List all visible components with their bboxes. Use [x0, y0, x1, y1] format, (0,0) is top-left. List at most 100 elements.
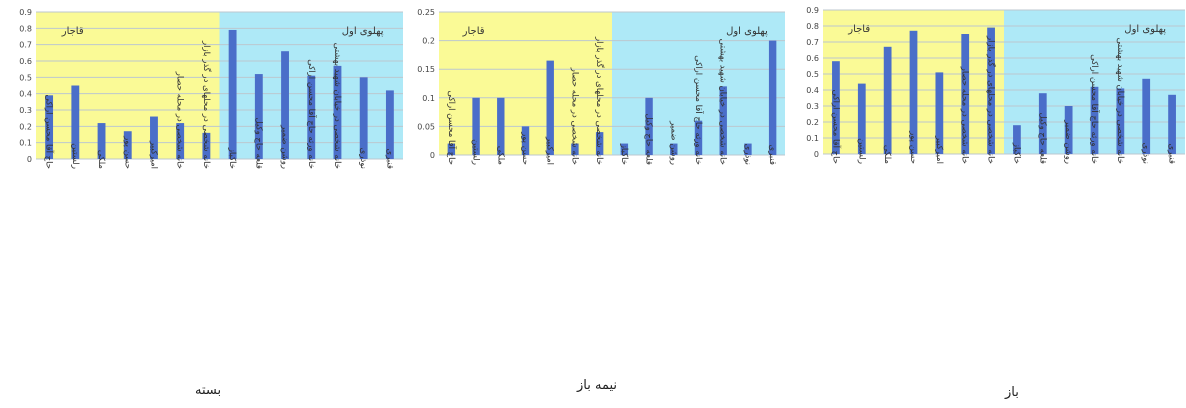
x-category-label: نوذری: [358, 148, 368, 169]
bar: [202, 132, 211, 159]
x-category-label: خانه ورثه حاج آقا محسن اراکی: [306, 59, 318, 169]
region-label-qajar: قاجار: [847, 24, 870, 35]
bar: [883, 46, 892, 154]
chart-semi-open-svg: 0 0.05 0.1 0.15 0.2 0.25 قاجار پهلوی اول حاج آقا…: [417, 8, 785, 165]
chart-open-svg: 0 0.1 0.2 0.3 0.4 0.5 0.6 0.7 0.8 0.9 قاجار پهلوی ا…: [806, 6, 1185, 164]
bar: [385, 90, 394, 159]
region-label-qajar: قاجار: [61, 26, 84, 37]
bar: [497, 97, 505, 155]
y-tick-label: 0.4: [806, 86, 819, 95]
x-category-label: خاکباز: [1011, 142, 1021, 164]
y-tick-label: 0.3: [19, 106, 32, 115]
x-category-label: رلستین: [856, 138, 866, 164]
chart-semi-open-caption: نیمه باز: [577, 378, 618, 393]
y-tick-label: 0.1: [19, 139, 32, 148]
y-tick-label: 0.2: [422, 37, 435, 46]
bar: [281, 51, 289, 160]
bar: [620, 143, 629, 155]
y-tick-label: 0.05: [417, 122, 435, 131]
y-tick-label: 0.5: [806, 70, 819, 79]
bar: [694, 120, 703, 155]
bar: [670, 143, 678, 155]
y-tick-label: 0: [814, 150, 819, 159]
x-category-label: امیرکبیر: [148, 140, 158, 169]
bar: [909, 30, 918, 154]
y-tick-label: 0.8: [806, 22, 819, 31]
x-category-label: حسن پور: [908, 130, 918, 164]
y-tick-label: 0.7: [806, 38, 819, 47]
bar: [1116, 88, 1125, 154]
bar: [472, 97, 480, 155]
bar: [961, 34, 970, 154]
x-category-label: خانه شخصی در محله حصار: [569, 67, 579, 165]
y-tick-label: 0.9: [19, 8, 32, 17]
x-category-label: حاج آقا محسن اراکی: [44, 94, 56, 169]
x-category-label: حاج آقا محسن اراکی: [446, 90, 458, 165]
bar: [744, 143, 752, 155]
x-category-label: حاج آقا محسن اراکی: [830, 89, 842, 164]
x-category-label: خاکباز: [227, 147, 237, 169]
bar: [595, 132, 604, 155]
bar: [123, 131, 132, 159]
region-label-pahlavi: پهلوی اول: [726, 26, 768, 37]
bar: [333, 65, 342, 159]
y-tick-label: 0.2: [19, 122, 32, 131]
y-tick-label: 0.1: [422, 94, 435, 103]
y-tick-label: 0.8: [19, 24, 32, 33]
x-category-label: امیرکبیر: [934, 135, 944, 164]
x-category-label: روشن ضمیر: [668, 120, 678, 165]
y-tick-label: 0.1: [806, 134, 819, 143]
bar: [1064, 106, 1073, 154]
chart-panel-semi-open: 0 0.05 0.1 0.15 0.2 0.25 قاجار پهلوی اول حاج آقا…: [405, 0, 800, 408]
y-tick-label: 0.5: [19, 73, 32, 82]
bar: [176, 123, 185, 159]
bar: [359, 77, 368, 159]
bar: [645, 97, 653, 155]
chart-closed-caption: بسته: [195, 383, 222, 398]
x-category-label: قنبری: [384, 148, 394, 169]
bar: [1038, 93, 1047, 154]
y-tick-label: 0.25: [417, 8, 435, 17]
x-category-label: ملکی: [96, 150, 106, 169]
x-category-label: قلعه حاج وکیل: [253, 118, 263, 169]
x-category-label: خانه ورثه حاج آقا محسن اراکی: [1089, 54, 1101, 164]
bar: [719, 86, 727, 155]
x-category-label: خانه ورثه حاج آقا محسن اراکی: [693, 55, 705, 165]
region-label-pahlavi: پهلوی اول: [342, 26, 384, 37]
x-category-label: خانه شخصی در محله حصار: [960, 66, 970, 164]
bar: [857, 83, 866, 154]
x-category-label: حسن پور: [122, 135, 132, 169]
y-tick-label: 0.3: [806, 102, 819, 111]
bar: [150, 116, 158, 159]
bar: [987, 27, 995, 155]
y-tick-label: 0.15: [417, 65, 435, 74]
x-category-label: خاکباز: [619, 143, 629, 165]
chart-open-caption: باز: [1005, 385, 1019, 400]
x-category-label: خانه شخصی در محلهای در گذر بازار: [986, 35, 997, 164]
x-category-label: قنبری: [767, 144, 777, 165]
y-tick-label: 0.2: [806, 118, 819, 127]
y-tick-label: 0: [430, 151, 435, 160]
region-label-qajar: قاجار: [462, 26, 485, 37]
x-category-label: روشن ضمیر: [1063, 119, 1073, 164]
x-category-label: خانه شخصی در خیابان شهید بهشتی: [718, 39, 728, 165]
chart-closed-svg: 0 0.1 0.2 0.3 0.4 0.5 0.6 0.7 0.8 0.9 قاجار پهلوی ا…: [19, 8, 403, 169]
x-category-label: رلستین: [471, 139, 481, 165]
bar: [45, 95, 54, 159]
y-tick-label: 0.7: [19, 41, 32, 50]
x-category-label: قلعه حاج وکیل: [644, 114, 654, 165]
bar: [254, 74, 263, 159]
bar: [571, 143, 579, 155]
x-category-label: روشن ضمیر: [280, 124, 290, 169]
bar: [832, 61, 840, 155]
y-tick-label: 0.6: [19, 57, 32, 66]
y-tick-label: 0.9: [806, 6, 819, 15]
chart-panel-open: 0 0.1 0.2 0.3 0.4 0.5 0.6 0.7 0.8 0.9 قاجار پهلوی ا…: [790, 0, 1186, 408]
x-category-label: قنبری: [1167, 143, 1177, 164]
bar: [935, 72, 944, 154]
x-category-label: خانه شخصی در محله حصار: [175, 71, 185, 169]
x-category-label: نوذری: [742, 144, 752, 165]
x-category-label: خانه شخصی در محلهای در گذر بازار: [201, 40, 212, 169]
bar: [1168, 94, 1176, 154]
